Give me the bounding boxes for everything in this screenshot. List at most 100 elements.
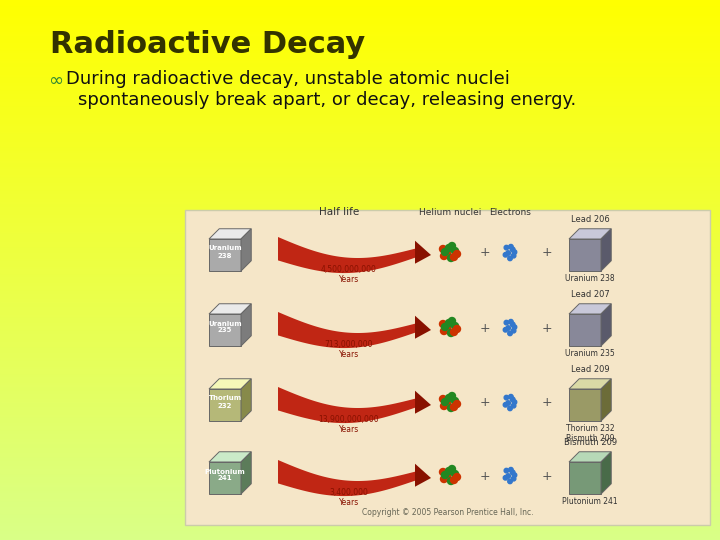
- Circle shape: [441, 471, 449, 478]
- Bar: [0, 204, 720, 208]
- Bar: [0, 37, 720, 40]
- Text: +: +: [480, 246, 490, 260]
- Text: +: +: [480, 321, 490, 334]
- Bar: [0, 299, 720, 302]
- Bar: [0, 231, 720, 235]
- Bar: [0, 172, 720, 176]
- Bar: [0, 0, 720, 3]
- Bar: [0, 480, 720, 483]
- Bar: [0, 115, 720, 119]
- Bar: [0, 439, 720, 443]
- Bar: [0, 83, 720, 86]
- Polygon shape: [278, 237, 415, 273]
- Bar: [0, 4, 720, 8]
- Bar: [0, 469, 720, 472]
- Bar: [0, 158, 720, 162]
- Bar: [0, 312, 720, 316]
- Bar: [0, 523, 720, 526]
- Bar: [0, 104, 720, 108]
- Circle shape: [510, 247, 515, 252]
- Bar: [0, 142, 720, 146]
- Bar: [0, 2, 720, 5]
- Circle shape: [508, 331, 512, 336]
- Bar: [0, 29, 720, 32]
- Bar: [0, 156, 720, 159]
- Bar: [0, 455, 720, 459]
- Bar: [0, 412, 720, 416]
- Text: Helium nuclei: Helium nuclei: [419, 208, 481, 217]
- Bar: [0, 199, 720, 202]
- Circle shape: [448, 329, 454, 336]
- Polygon shape: [569, 452, 611, 462]
- Bar: [0, 15, 720, 19]
- Polygon shape: [601, 229, 611, 271]
- Circle shape: [508, 394, 513, 399]
- Text: 3,400,000
Years: 3,400,000 Years: [330, 488, 369, 508]
- Bar: [0, 31, 720, 35]
- Circle shape: [508, 479, 512, 484]
- Text: +: +: [480, 396, 490, 409]
- Bar: [0, 385, 720, 389]
- Text: Plutonium
241: Plutonium 241: [204, 469, 246, 482]
- Circle shape: [449, 465, 456, 472]
- Bar: [0, 18, 720, 22]
- Bar: [0, 26, 720, 30]
- Bar: [0, 498, 720, 502]
- Bar: [0, 93, 720, 97]
- Bar: [0, 466, 720, 470]
- Bar: [0, 183, 720, 186]
- Circle shape: [508, 245, 513, 249]
- Bar: [0, 145, 720, 148]
- Bar: [0, 96, 720, 100]
- Bar: [0, 463, 720, 467]
- Bar: [0, 215, 720, 219]
- Text: 713,000,000
Years: 713,000,000 Years: [325, 340, 373, 360]
- Bar: [0, 474, 720, 478]
- Text: Plutonium 241: Plutonium 241: [562, 497, 618, 506]
- Bar: [0, 444, 720, 448]
- Circle shape: [506, 326, 510, 330]
- Bar: [0, 169, 720, 173]
- Bar: [0, 137, 720, 140]
- Bar: [0, 48, 720, 51]
- Circle shape: [448, 404, 454, 411]
- Bar: [0, 153, 720, 157]
- Text: During radioactive decay, unstable atomic nuclei: During radioactive decay, unstable atomi…: [66, 70, 510, 88]
- Circle shape: [448, 477, 454, 484]
- Bar: [0, 458, 720, 462]
- Bar: [0, 21, 720, 24]
- Circle shape: [503, 253, 508, 257]
- Bar: [0, 296, 720, 300]
- Bar: [0, 436, 720, 440]
- Bar: [0, 207, 720, 211]
- Bar: [0, 350, 720, 354]
- Bar: [0, 91, 720, 94]
- Text: Copyright © 2005 Pearson Prentice Hall, Inc.: Copyright © 2005 Pearson Prentice Hall, …: [361, 508, 534, 517]
- Bar: [0, 12, 720, 16]
- Bar: [0, 372, 720, 375]
- Circle shape: [504, 468, 508, 473]
- Bar: [0, 269, 720, 273]
- Bar: [0, 490, 720, 494]
- Bar: [0, 328, 720, 332]
- Circle shape: [446, 245, 452, 252]
- Bar: [0, 266, 720, 270]
- Bar: [0, 377, 720, 381]
- Circle shape: [506, 474, 510, 478]
- Circle shape: [441, 476, 448, 483]
- Bar: [0, 334, 720, 338]
- Bar: [0, 10, 720, 14]
- Circle shape: [441, 399, 449, 406]
- Bar: [0, 390, 720, 394]
- Bar: [0, 88, 720, 92]
- Circle shape: [510, 397, 515, 402]
- Bar: [0, 509, 720, 513]
- Bar: [0, 363, 720, 367]
- Bar: [0, 374, 720, 378]
- Bar: [0, 336, 720, 340]
- Bar: [0, 488, 720, 491]
- Bar: [0, 237, 720, 240]
- Circle shape: [439, 246, 446, 253]
- Polygon shape: [241, 304, 251, 346]
- Polygon shape: [415, 464, 431, 487]
